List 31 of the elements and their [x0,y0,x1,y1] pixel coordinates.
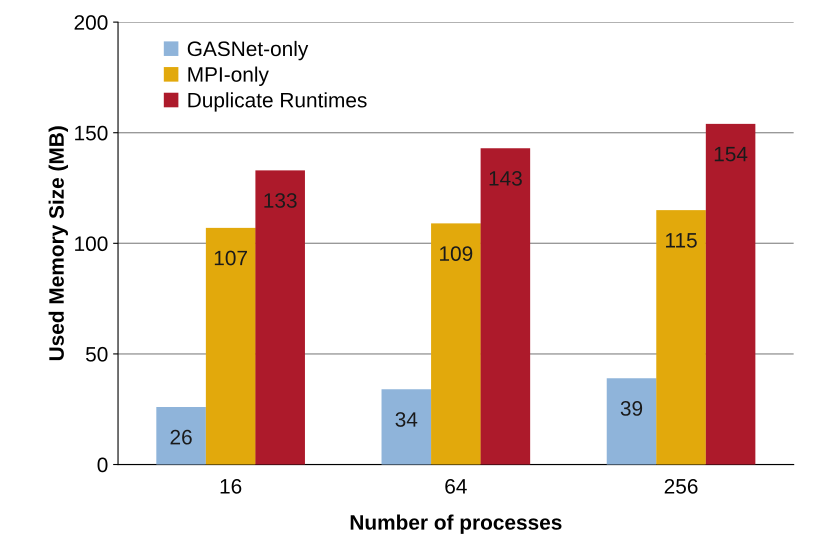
y-tick-label: 50 [86,346,108,362]
data-label: 109 [440,246,472,261]
y-tick-label: 200 [74,15,108,30]
bar [206,228,256,465]
y-tick-label: 100 [75,236,108,252]
bar [156,407,206,465]
data-label: 107 [214,250,247,266]
x-tick-label: 16 [220,478,242,494]
data-label: 34 [396,412,418,427]
y-tick-label: 0 [98,458,108,472]
y-tick-label: 150 [75,126,108,140]
legend-label: GASNet-only [188,40,308,60]
bar [255,170,305,465]
data-label: 26 [170,430,192,445]
legend-label: MPI-only [188,66,269,86]
data-label: 133 [264,193,297,208]
legend-label: Duplicate Runtimes [188,92,367,112]
bar [706,124,756,465]
y-axis-title: Used Memory Size (MB) [48,126,68,360]
x-tick-label: 256 [664,478,698,494]
data-label: 154 [714,146,748,162]
bar [480,148,530,465]
bar [431,223,481,465]
bar [606,378,656,465]
data-label: 115 [666,233,697,248]
data-label: 39 [620,401,642,416]
bar [656,210,706,465]
bar [382,389,432,465]
x-axis-title: Number of processes [350,514,562,534]
x-tick-label: 64 [445,478,467,494]
data-label: 143 [490,171,522,186]
